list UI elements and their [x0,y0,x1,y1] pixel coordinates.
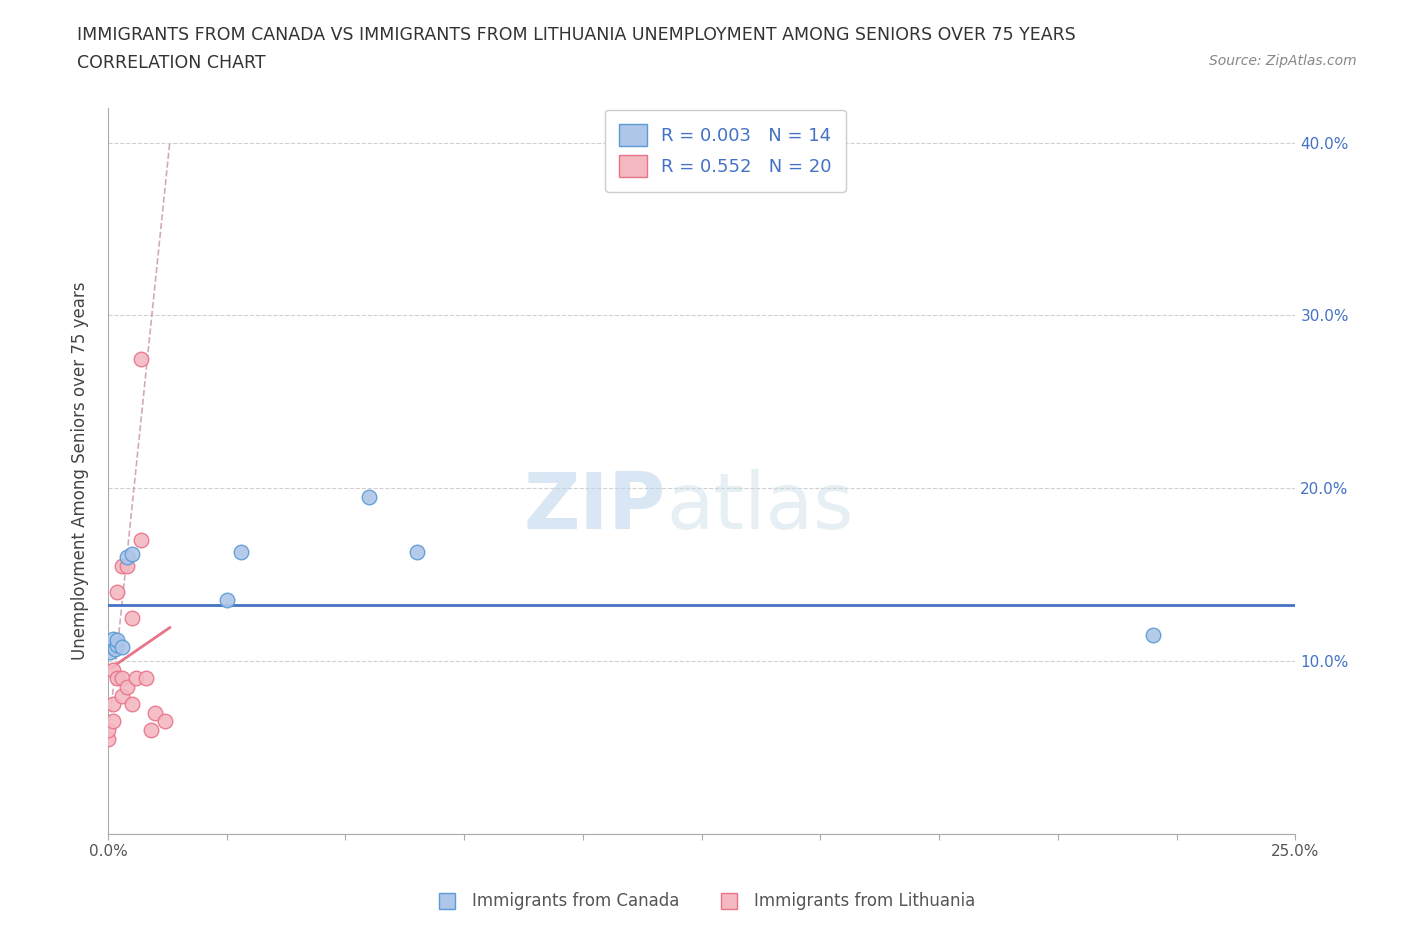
Point [215,593,238,608]
Point [107,671,129,685]
Point [1142,628,1164,643]
Legend: R = 0.003   N = 14, R = 0.552   N = 20: R = 0.003 N = 14, R = 0.552 N = 20 [605,110,846,192]
Text: Source: ZipAtlas.com: Source: ZipAtlas.com [1209,54,1357,68]
Text: IMMIGRANTS FROM CANADA VS IMMIGRANTS FROM LITHUANIA UNEMPLOYMENT AMONG SENIORS O: IMMIGRANTS FROM CANADA VS IMMIGRANTS FRO… [77,26,1076,44]
Point [229,545,252,560]
Point [111,640,134,655]
Point [104,642,127,657]
Point [97,723,120,737]
Point [101,640,124,655]
Point [405,545,427,560]
Point [121,610,143,625]
Point [121,697,143,711]
Point [101,714,124,729]
Point [125,671,148,685]
Point [98,644,121,659]
Point [129,352,152,366]
Point [101,631,124,646]
Point [101,662,124,677]
Point [107,632,129,647]
Y-axis label: Unemployment Among Seniors over 75 years: Unemployment Among Seniors over 75 years [72,282,89,660]
Point [121,547,143,562]
Point [153,714,176,729]
Point [111,559,134,574]
Point [111,671,134,685]
Point [145,705,167,720]
Text: CORRELATION CHART: CORRELATION CHART [77,54,266,72]
Point [115,559,138,574]
Legend: Immigrants from Canada, Immigrants from Lithuania: Immigrants from Canada, Immigrants from … [423,885,983,917]
Text: ZIP: ZIP [524,469,666,545]
Point [97,731,120,746]
Point [129,533,152,548]
Point [111,688,134,703]
Point [115,680,138,695]
Point [135,671,157,685]
Point [115,550,138,565]
Point [107,584,129,599]
Text: atlas: atlas [666,469,853,545]
Point [101,697,124,711]
Point [139,723,162,737]
Point [359,489,381,504]
Point [107,638,129,653]
